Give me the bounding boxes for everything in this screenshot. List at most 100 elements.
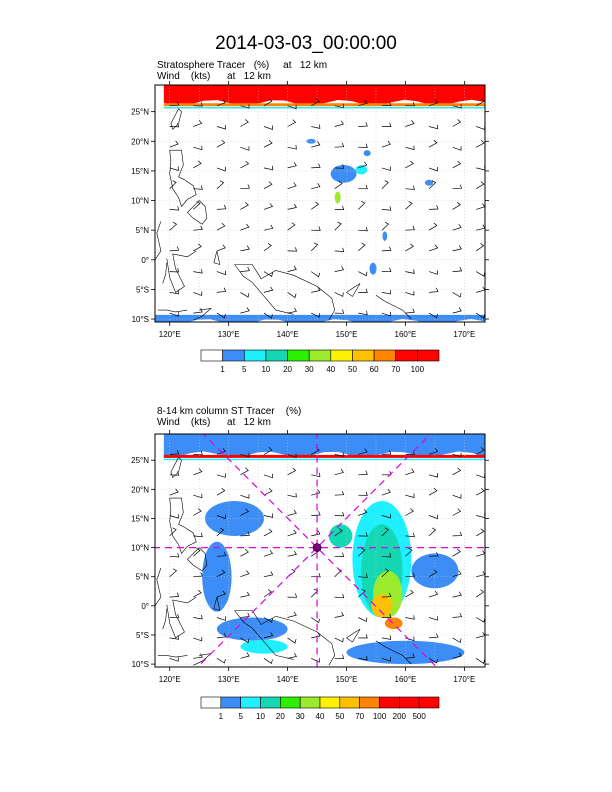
wind-barb	[358, 288, 368, 293]
wind-barb	[405, 243, 414, 252]
wind-barb	[240, 146, 250, 151]
wind-barb	[287, 203, 297, 210]
wind-barb	[169, 449, 180, 455]
cross-section-line	[196, 434, 432, 667]
wind-barb	[169, 180, 177, 189]
colorbar-box	[319, 696, 341, 709]
colorbar-label: 200	[393, 712, 407, 721]
plot-area-2	[155, 434, 485, 667]
y-tick-label: 10°S	[132, 660, 149, 669]
wind-barb	[381, 206, 392, 211]
wind-barb	[428, 487, 438, 496]
wind-barb	[358, 547, 366, 557]
wind-barb	[476, 312, 485, 319]
wind-barb	[311, 572, 321, 578]
wind-barb	[216, 487, 226, 496]
wind-barb	[358, 573, 368, 578]
colorbar-box	[280, 696, 301, 709]
coastline	[155, 567, 162, 606]
wind-barb	[428, 312, 438, 319]
wind-barb	[428, 448, 439, 455]
wind-barb	[169, 206, 180, 211]
wind-barb	[405, 185, 415, 190]
wind-barb	[334, 180, 343, 189]
wind-barb	[452, 508, 462, 516]
wind-barb	[311, 472, 321, 478]
coastline	[162, 608, 168, 630]
wind-barb	[287, 550, 297, 557]
wind-barb	[193, 653, 203, 659]
y-tick-label: 20°N	[131, 485, 149, 494]
wind-barb	[358, 200, 366, 210]
wind-barb	[287, 509, 297, 516]
y-tick-label: 15°N	[131, 167, 149, 176]
wind-barb	[263, 165, 274, 171]
coastline	[346, 283, 361, 297]
wind-barb	[193, 532, 203, 538]
wind-barb	[381, 635, 392, 640]
wind-barb	[405, 508, 414, 516]
wind-barb	[405, 615, 415, 620]
page-title: 2014-03-03_00:00:00	[215, 33, 397, 54]
colorbar-box	[399, 696, 420, 709]
wind-barb	[193, 548, 201, 557]
colorbar-box	[265, 349, 288, 362]
coastline	[234, 610, 294, 660]
wind-barb	[311, 141, 321, 148]
wind-barb	[358, 143, 368, 148]
x-tick-label: 130°E	[218, 675, 240, 684]
panel2-label-line2: Wind (kts) at 12 km	[157, 417, 271, 428]
wind-barb	[216, 222, 226, 231]
colorbar-box	[359, 696, 380, 709]
wind-barb	[287, 265, 297, 272]
coastline	[213, 250, 221, 265]
wind-barb	[240, 266, 250, 272]
wind-barb	[216, 99, 226, 107]
wind-barb	[358, 491, 368, 496]
wind-barb	[358, 617, 368, 623]
wind-barb	[240, 637, 250, 644]
x-tick-label: 120°E	[159, 675, 181, 684]
cross-center-marker	[312, 543, 322, 552]
wind-barb	[381, 513, 391, 519]
wind-barb	[405, 468, 415, 476]
wind-barb	[476, 98, 485, 107]
colorbar-label: 20	[283, 365, 292, 374]
wind-barb	[452, 637, 462, 644]
wind-barb	[287, 593, 298, 598]
wind-barb	[452, 548, 461, 557]
colorbar-box	[373, 349, 397, 362]
wind-barb	[405, 308, 415, 314]
wind-barb	[358, 226, 368, 232]
wind-barb	[452, 467, 462, 476]
wind-barb	[381, 166, 391, 171]
wind-barb	[169, 568, 178, 577]
wind-barb	[358, 99, 368, 107]
wind-barb	[193, 450, 203, 456]
wind-barb	[334, 452, 344, 457]
wind-barb	[169, 527, 177, 537]
wind-barb	[240, 612, 250, 618]
wind-barb	[452, 103, 462, 109]
wind-barb	[287, 145, 297, 150]
wind-barb	[358, 161, 368, 169]
wind-barb	[452, 292, 462, 298]
wind-barb	[358, 470, 368, 476]
wind-barb	[381, 527, 389, 537]
wind-barb	[240, 452, 250, 458]
wind-barb	[263, 617, 273, 623]
wind-barb	[240, 531, 250, 537]
colorbar-label: 50	[348, 365, 357, 374]
wind-barb	[240, 307, 250, 314]
wind-barb	[452, 494, 462, 499]
coastline	[170, 456, 182, 478]
wind-barb	[216, 527, 225, 537]
wind-barb	[263, 125, 273, 130]
wind-barb	[193, 572, 203, 578]
wind-barb	[405, 101, 415, 107]
wind-barb	[240, 223, 250, 231]
wind-barb	[193, 225, 203, 231]
wind-barb	[381, 553, 392, 558]
wind-barb	[358, 242, 366, 252]
wind-barb	[193, 468, 203, 476]
